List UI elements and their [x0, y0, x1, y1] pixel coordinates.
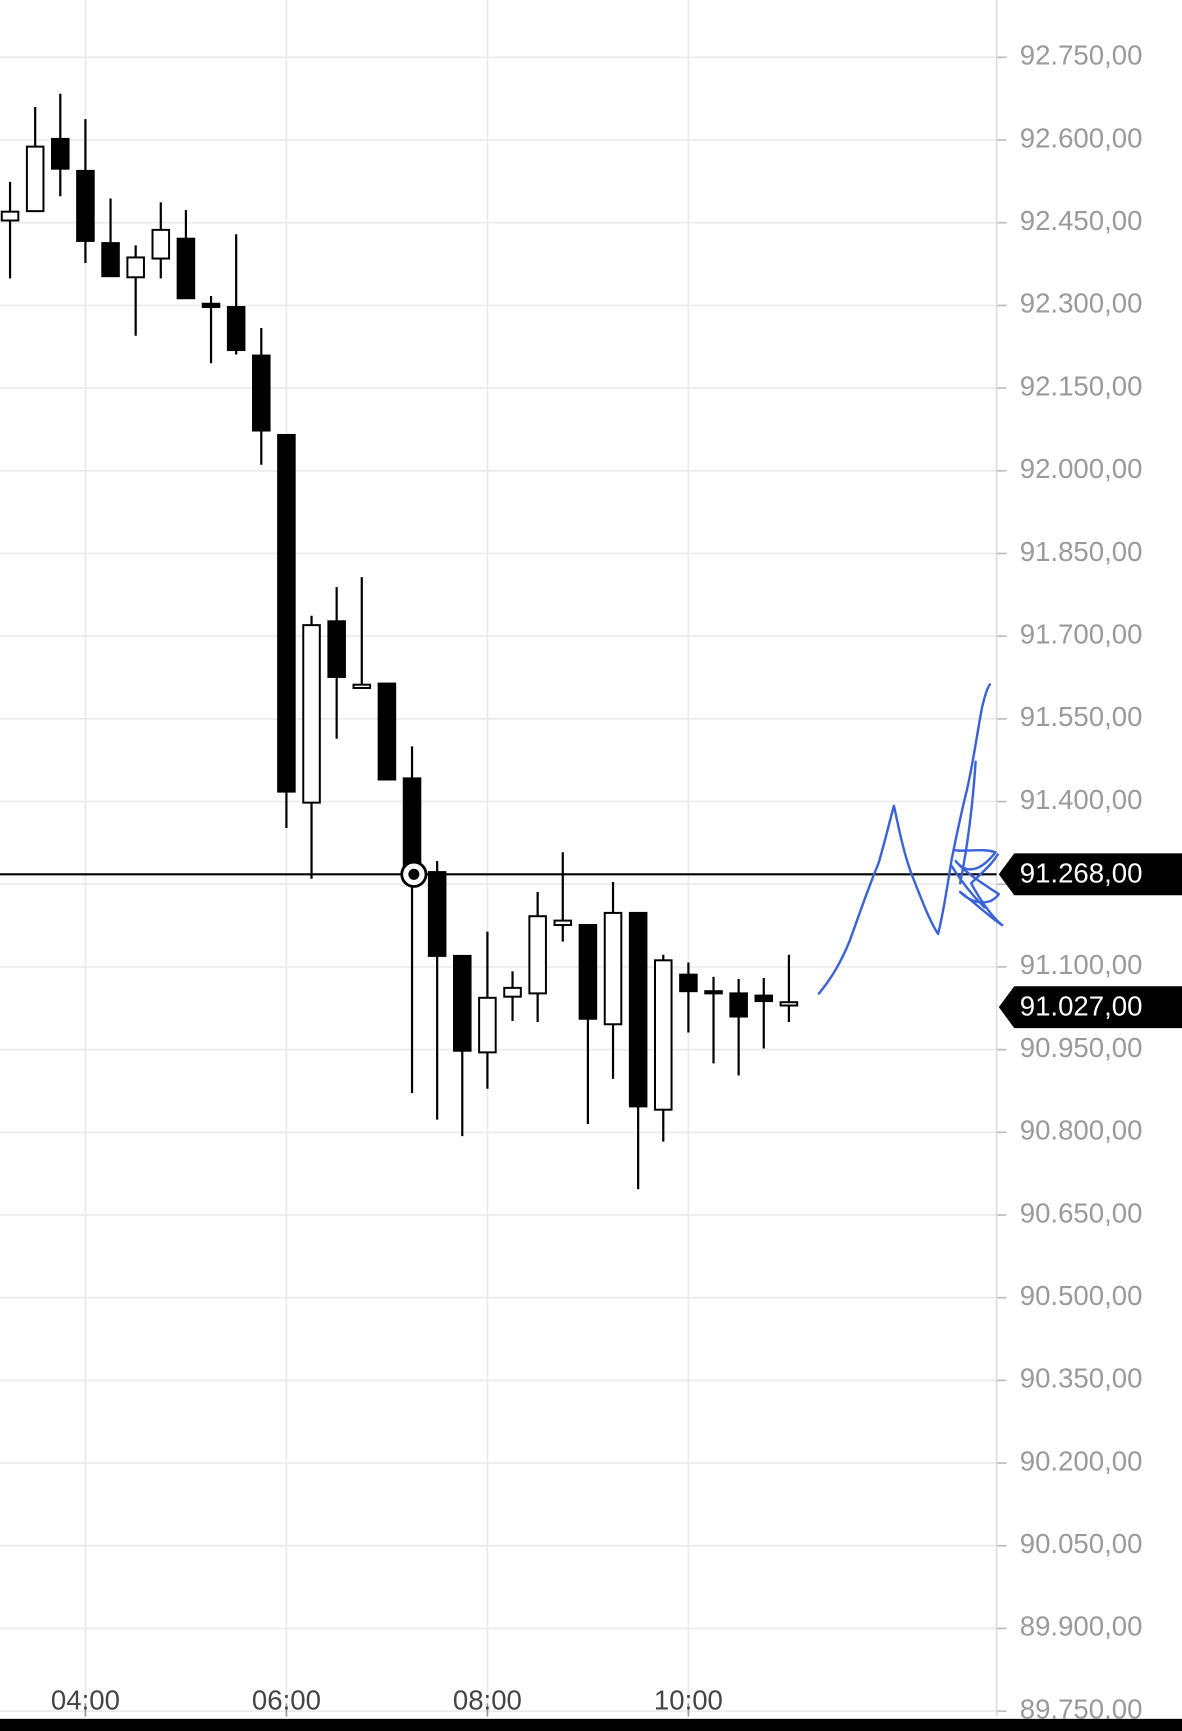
hline-label: 91.268,00	[1020, 858, 1143, 889]
y-tick-label: 92.750,00	[1020, 40, 1143, 71]
x-tick-label: 10:00	[654, 1685, 723, 1716]
candle-body	[277, 433, 296, 793]
y-tick-label: 91.550,00	[1020, 701, 1143, 732]
y-tick-label: 90.950,00	[1020, 1032, 1143, 1063]
candle-body	[327, 620, 346, 678]
candle-body	[302, 624, 321, 804]
candle-body	[679, 973, 698, 993]
candle-body	[126, 256, 145, 279]
line-anchor-dot	[408, 868, 420, 880]
hand-drawn-annotation	[817, 683, 1004, 995]
x-tick-label: 06:00	[252, 1685, 321, 1716]
candle-body	[0, 210, 20, 222]
candle-body	[101, 242, 120, 278]
candle-body	[226, 306, 246, 352]
y-tick-label: 90.800,00	[1020, 1115, 1143, 1146]
candles	[0, 93, 799, 1190]
candle-body	[528, 915, 547, 995]
candle-body	[427, 871, 447, 957]
y-tick-label: 90.500,00	[1020, 1280, 1143, 1311]
candle-body	[151, 228, 171, 260]
candle-body	[704, 990, 723, 995]
candle-body	[252, 354, 271, 432]
y-tick-label: 92.150,00	[1020, 370, 1143, 401]
last-price-box	[998, 986, 1182, 1029]
candle-body	[779, 1001, 799, 1007]
y-tick-label: 89.900,00	[1020, 1611, 1143, 1642]
candle-body	[377, 682, 397, 781]
candle-body	[503, 986, 522, 998]
y-tick-label: 92.600,00	[1020, 122, 1143, 153]
candle-body	[201, 302, 221, 309]
x-tick-label: 08:00	[453, 1685, 522, 1716]
candle-body	[25, 145, 45, 213]
y-tick-label: 92.000,00	[1020, 453, 1143, 484]
y-tick-label: 90.050,00	[1020, 1528, 1143, 1559]
y-tick-label: 91.400,00	[1020, 784, 1143, 815]
candle-body	[628, 911, 648, 1108]
candle-body	[603, 911, 623, 1026]
candle-body	[478, 996, 497, 1054]
candle-body	[729, 992, 748, 1018]
y-tick-label: 90.650,00	[1020, 1197, 1143, 1228]
y-tick-label: 91.100,00	[1020, 949, 1143, 980]
candle-body	[453, 954, 472, 1052]
x-tick-label: 04:00	[51, 1685, 120, 1716]
candle-body	[76, 169, 95, 242]
candle-body	[654, 959, 673, 1111]
last-price-label: 91.027,00	[1020, 991, 1143, 1022]
y-tick-label: 92.450,00	[1020, 205, 1143, 236]
candle-body	[578, 924, 598, 1020]
y-tick-label: 90.350,00	[1020, 1363, 1143, 1394]
candle-body	[176, 237, 196, 300]
y-tick-label: 91.850,00	[1020, 536, 1143, 567]
candle-body	[51, 137, 70, 170]
candle-body	[352, 683, 372, 689]
bottom-bar	[0, 1718, 1182, 1731]
candle-body	[402, 777, 422, 870]
candle-body	[754, 994, 774, 1003]
candle-body	[553, 919, 573, 927]
hline-box	[998, 853, 1182, 896]
y-tick-label: 92.300,00	[1020, 288, 1143, 319]
y-tick-label: 91.700,00	[1020, 618, 1143, 649]
grid	[0, 0, 997, 1717]
y-tick-label: 90.200,00	[1020, 1445, 1143, 1476]
